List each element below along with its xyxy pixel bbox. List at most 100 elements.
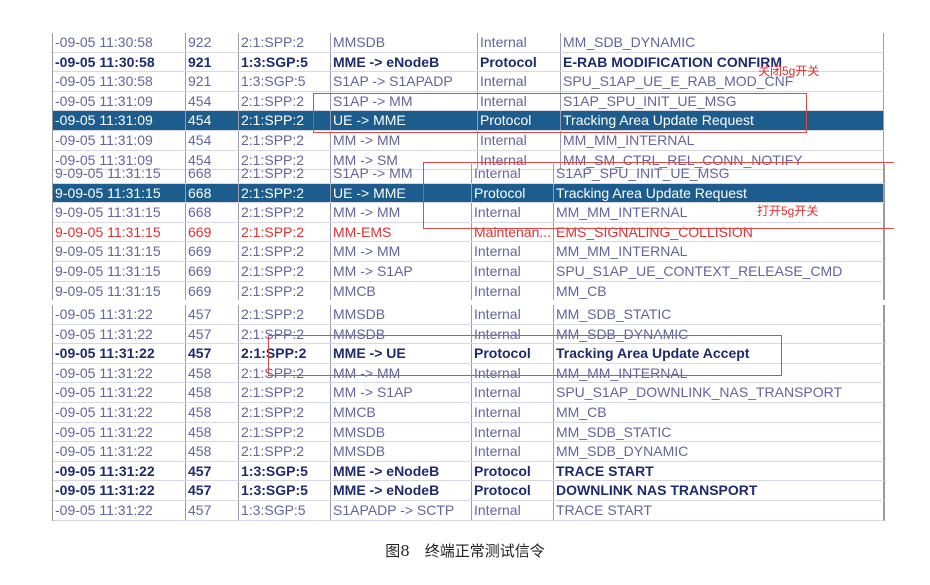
log-cell: 669 — [186, 261, 239, 281]
log-cell: 2:1:SPP:2 — [239, 222, 331, 242]
log-cell: -09-05 11:31:22 — [53, 402, 186, 422]
log-cell: Internal — [472, 261, 554, 281]
highlight-box — [423, 162, 894, 229]
log-cell: S1AP_SPU_INIT_UE_MSG — [554, 164, 884, 183]
log-cell: Internal — [472, 422, 554, 442]
log-cell: 457 — [186, 461, 239, 481]
log-cell: -09-05 11:31:22 — [53, 324, 186, 344]
log-cell: MM-EMS — [331, 222, 472, 242]
log-cell: DOWNLINK NAS TRANSPORT — [554, 481, 884, 500]
log-cell: Tracking Area Update Request — [561, 111, 884, 130]
log-cell: -09-05 11:31:09 — [53, 130, 186, 150]
log-cell: TRACE START — [554, 500, 884, 520]
log-cell: 2:1:SPP:2 — [239, 363, 331, 383]
log-cell: 2:1:SPP:2 — [239, 422, 331, 442]
log-cell: Internal — [472, 203, 554, 222]
log-cell: Protocol — [478, 111, 561, 130]
log-cell: 457 — [186, 324, 239, 344]
log-cell: MMSDB — [331, 442, 472, 461]
log-cell: -09-05 11:30:58 — [53, 72, 186, 91]
log-cell: 2:1:SPP:2 — [239, 203, 331, 222]
log-cell: MME -> UE — [331, 344, 472, 363]
log-cell: SPU_S1AP_UE_E_RAB_MOD_CNF — [561, 72, 884, 91]
log-cell: 2:1:SPP:2 — [239, 111, 331, 130]
log-cell: TRACE START — [554, 461, 884, 481]
log-cell: MM -> MM — [331, 203, 472, 222]
log-cell: 2:1:SPP:2 — [239, 183, 331, 203]
log-cell: 458 — [186, 402, 239, 422]
log-cell: S1AP_SPU_INIT_UE_MSG — [561, 91, 884, 111]
log-cell: Protocol — [472, 461, 554, 481]
log-cell: MM_SDB_DYNAMIC — [554, 442, 884, 461]
log-cell: MM_SDB_STATIC — [554, 422, 884, 442]
log-cell: 2:1:SPP:2 — [239, 383, 331, 402]
log-cell: 458 — [186, 383, 239, 402]
log-cell: 669 — [186, 242, 239, 261]
log-cell: 454 — [186, 130, 239, 150]
log-cell: 457 — [186, 344, 239, 363]
log-cell: 1:3:SGP:5 — [239, 461, 331, 481]
log-cell: -09-05 11:30:58 — [53, 33, 186, 52]
log-cell: 454 — [186, 91, 239, 111]
log-cell: MM -> MM — [331, 242, 472, 261]
log-cell: 669 — [186, 281, 239, 300]
log-cell: -09-05 11:31:09 — [53, 111, 186, 130]
log-cell: Protocol — [472, 481, 554, 500]
log-cell: Internal — [472, 324, 554, 344]
log-cell: 2:1:SPP:2 — [239, 281, 331, 300]
log-cell: MM -> MM — [331, 130, 478, 150]
log-cell: MME -> eNodeB — [331, 481, 472, 500]
log-cell: -09-05 11:31:22 — [53, 500, 186, 520]
log-cell: -09-05 11:31:22 — [53, 442, 186, 461]
log-row: 9-09-05 11:31:15 668 2:1:SPP:2 MM -> MM Inte… — [53, 203, 884, 223]
log-cell: 454 — [186, 111, 239, 130]
log-cell: Internal — [472, 242, 554, 261]
log-cell: 668 — [186, 183, 239, 203]
log-cell: 921 — [186, 72, 239, 91]
log-cell: S1AP -> S1APADP — [331, 72, 478, 91]
log-cell: MMCB — [331, 402, 472, 422]
log-row: 9-09-05 11:31:15 668 2:1:SPP:2 S1AP -> MM In… — [53, 164, 884, 184]
log-row: 9-09-05 11:31:15 668 2:1:SPP:2 UE -> MME Pro… — [53, 183, 884, 204]
log-cell: MMSDB — [331, 33, 478, 52]
log-cell: 458 — [186, 422, 239, 442]
log-cell: MM_SDB_DYNAMIC — [561, 33, 884, 52]
log-cell: -09-05 11:31:22 — [53, 461, 186, 481]
log-cell: 2:1:SPP:2 — [239, 261, 331, 281]
log-cell: MM -> MM — [331, 363, 472, 383]
annotation: 打开5g开关 — [757, 204, 819, 218]
log-cell: 1:3:SGP:5 — [239, 52, 331, 72]
log-row: 9-09-05 11:31:15 669 2:1:SPP:2 MM -> S1AP In… — [53, 261, 884, 282]
log-section: -09-05 11:31:22 457 2:1:SPP:2 MMSDB Internal… — [52, 305, 885, 521]
log-cell: 9-09-05 11:31:15 — [53, 222, 186, 242]
log-cell: UE -> MME — [331, 183, 472, 203]
log-cell: MM -> SM — [331, 150, 478, 170]
log-cell: -09-05 11:31:09 — [53, 91, 186, 111]
log-cell: Internal — [472, 281, 554, 300]
log-cell: MM_MM_INTERNAL — [554, 242, 884, 261]
log-row: -09-05 11:31:09 454 2:1:SPP:2 MM -> SM Inter… — [53, 150, 884, 171]
log-cell: MMSDB — [331, 422, 472, 442]
log-cell: 1:3:SGP:5 — [239, 500, 331, 520]
log-cell: -09-05 11:31:22 — [53, 422, 186, 442]
log-cell: MM_MM_INTERNAL — [561, 130, 884, 150]
log-row: -09-05 11:30:58 922 2:1:SPP:2 MMSDB Internal… — [53, 33, 884, 53]
log-row: 9-09-05 11:31:15 669 2:1:SPP:2 MM-EMS Mainte… — [53, 222, 884, 243]
log-cell: Maintenan... — [472, 222, 554, 242]
log-cell: Internal — [478, 72, 561, 91]
log-cell: MMSDB — [331, 305, 472, 324]
log-cell: Protocol — [472, 344, 554, 363]
log-section: -09-05 11:30:58 922 2:1:SPP:2 MMSDB Internal… — [52, 33, 884, 171]
log-row: 9-09-05 11:31:15 669 2:1:SPP:2 MMCB Internal… — [53, 281, 884, 300]
highlight-box — [313, 93, 807, 133]
log-cell: MMSDB — [331, 324, 472, 344]
log-cell: 669 — [186, 222, 239, 242]
log-cell: 458 — [186, 363, 239, 383]
log-cell: Internal — [472, 305, 554, 324]
log-cell: MM -> S1AP — [331, 383, 472, 402]
caption: 图8 终端正常测试信令 — [385, 542, 545, 560]
log-cell: 9-09-05 11:31:15 — [53, 183, 186, 203]
log-cell: 922 — [186, 33, 239, 52]
log-cell: 2:1:SPP:2 — [239, 402, 331, 422]
